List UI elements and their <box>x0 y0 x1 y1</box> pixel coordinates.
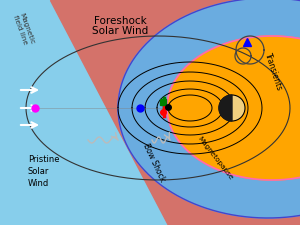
Polygon shape <box>167 36 300 180</box>
Polygon shape <box>50 0 300 225</box>
Polygon shape <box>167 36 300 180</box>
Text: Pristine
Solar
Wind: Pristine Solar Wind <box>28 155 59 188</box>
Polygon shape <box>118 0 300 218</box>
Text: Solar Wind: Solar Wind <box>92 26 148 36</box>
Wedge shape <box>219 95 232 121</box>
Circle shape <box>219 95 245 121</box>
Text: Bow Shock: Bow Shock <box>141 142 167 184</box>
Text: Foreshock: Foreshock <box>94 16 146 26</box>
Text: Magnetopause: Magnetopause <box>196 135 234 181</box>
Text: Magnetic
field line: Magnetic field line <box>12 12 35 47</box>
Text: Transients: Transients <box>263 52 284 92</box>
